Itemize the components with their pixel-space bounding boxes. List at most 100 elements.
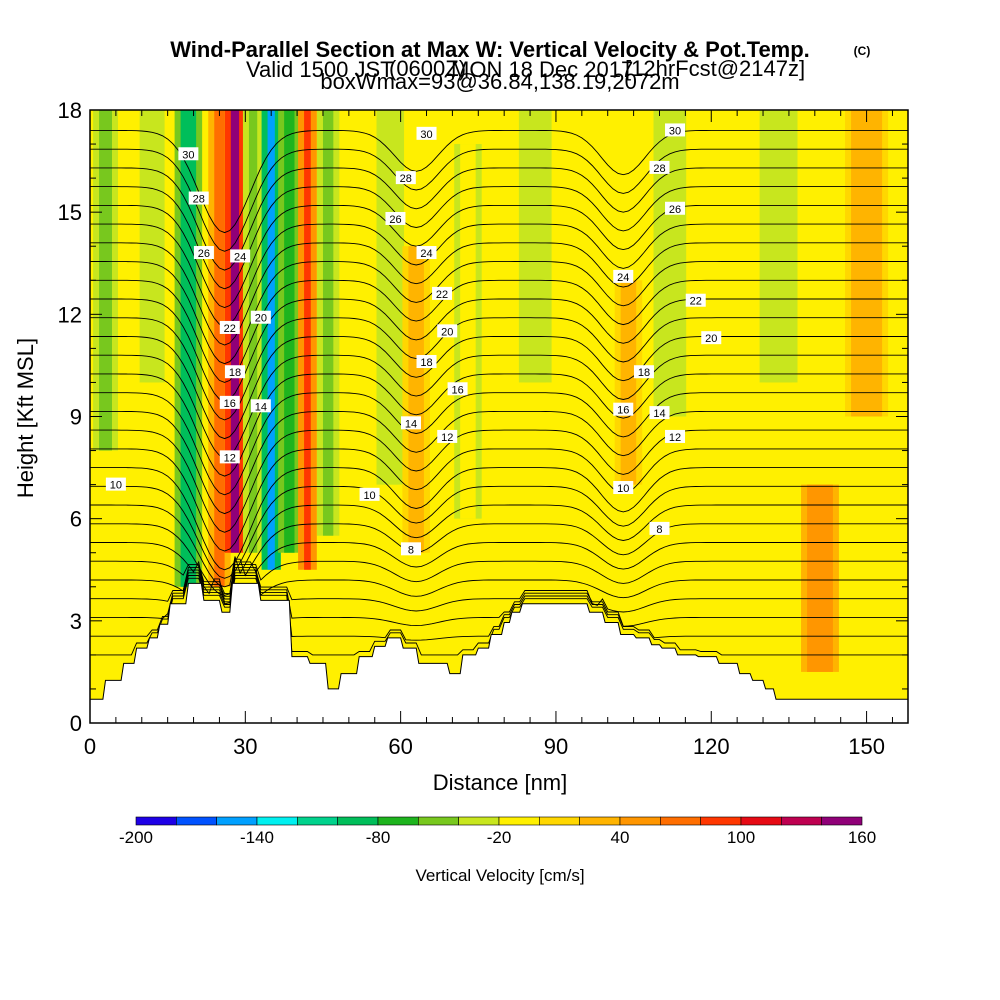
theta-contour-line	[90, 373, 908, 477]
contour-label-bg	[385, 211, 406, 225]
contour-labels: 10 10 10 8 8 12 12 12 14 14 14 16 16 16 18 18 18 20 20 20 22…	[105, 123, 722, 556]
x-tick-label: 90	[544, 734, 568, 759]
contour-label-bg	[701, 331, 722, 345]
contour-label-text: 16	[617, 405, 629, 417]
theta-contour-line	[90, 317, 908, 421]
contour-label-text: 22	[436, 289, 448, 301]
theta-contour-line	[90, 410, 908, 515]
contour-label: 24	[230, 249, 251, 263]
velocity-band	[180, 110, 197, 587]
contour-label: 26	[193, 246, 214, 260]
contour-label: 26	[385, 211, 406, 226]
theta-contour-line	[90, 566, 908, 599]
velocity-band	[659, 110, 681, 417]
subtitle-forecast: [12hrFcst@2147z]	[625, 56, 805, 81]
contour-label-bg	[230, 249, 251, 263]
contour-label-text: 20	[441, 326, 453, 338]
contour-label-bg	[250, 310, 271, 324]
theta-contour-line	[90, 504, 908, 588]
vertical-velocity-field	[93, 110, 889, 672]
contour-label-bg	[437, 324, 458, 338]
contour-label-text: 28	[400, 173, 412, 185]
contour-label: 18	[416, 355, 437, 369]
contour-label-bg	[432, 286, 453, 300]
contour-label: 28	[188, 191, 209, 206]
colorbar-tick-label: 100	[727, 828, 755, 847]
contour-label-bg	[613, 402, 634, 416]
chart-subtitle: Valid 1500 JST (0600Z) MON 18 Dec 2017 […	[246, 56, 805, 82]
x-axis-label: Distance [nm]	[433, 770, 568, 795]
y-axis-label: Height [Kft MSL]	[13, 338, 38, 498]
contour-label-text: 18	[420, 357, 432, 369]
contour-label-bg	[665, 429, 686, 443]
contour-label-bg	[400, 542, 421, 556]
x-tick-label: 150	[848, 734, 885, 759]
contour-label-bg	[219, 450, 240, 464]
colorbar-swatch	[458, 816, 500, 826]
contour-label: 14	[400, 416, 421, 430]
contour-label-bg	[416, 126, 437, 140]
theta-contour-line	[90, 560, 908, 595]
contour-label-bg	[613, 481, 634, 495]
contour-label: 18	[224, 365, 245, 379]
contour-label: 24	[613, 269, 634, 284]
contour-label-text: 26	[389, 214, 401, 226]
copyright-mark: (C)	[854, 44, 871, 58]
contour-label-bg	[395, 171, 416, 185]
contour-label: 20	[250, 310, 271, 325]
colorbar-swatch	[216, 816, 258, 826]
x-tick-label: 0	[84, 734, 96, 759]
contour-label-text: 10	[363, 490, 375, 502]
velocity-band	[807, 484, 833, 672]
velocity-band	[248, 110, 258, 553]
contour-label: 12	[219, 450, 240, 464]
x-axis: 0 30 60 90 120 150	[84, 110, 893, 759]
contour-label-text: 30	[420, 129, 432, 141]
contour-label-text: 14	[653, 408, 665, 420]
subtitle-box: boxWmax=93@36.84,138.19,2072m	[320, 69, 679, 94]
contour-label-text: 26	[669, 204, 681, 216]
contour-label-text: 26	[198, 248, 210, 260]
contour-label-bg	[105, 477, 126, 491]
contour-label: 30	[665, 123, 686, 137]
y-tick-label: 3	[70, 609, 82, 634]
contour-label-bg	[633, 365, 654, 379]
contour-label-text: 16	[224, 398, 236, 410]
contour-label: 22	[432, 286, 453, 301]
contour-label-bg	[665, 123, 686, 137]
y-tick-label: 6	[70, 507, 82, 532]
colorbar-tick-label: -200	[119, 828, 153, 847]
contour-label-text: 18	[229, 367, 241, 379]
contour-label: 22	[219, 320, 240, 335]
colorbar-swatch	[700, 816, 742, 826]
contour-label-text: 14	[405, 418, 417, 430]
velocity-band	[322, 110, 334, 536]
theta-contour-line	[90, 167, 908, 271]
contour-label: 10	[359, 487, 380, 502]
x-tick-label: 30	[233, 734, 257, 759]
contour-label-text: 14	[255, 401, 267, 413]
theta-contour-line	[90, 448, 908, 552]
colorbar-swatch	[579, 816, 621, 826]
colorbar-swatch	[256, 816, 298, 826]
colorbar-tick-label: -80	[366, 828, 391, 847]
contour-label-bg	[400, 416, 421, 430]
theta-contour-line	[90, 204, 908, 308]
colorbar-swatch	[337, 816, 379, 826]
contour-label-text: 24	[617, 272, 629, 284]
x-tick-label: 120	[693, 734, 730, 759]
theta-contour-line	[90, 467, 908, 571]
velocity-band	[408, 246, 424, 553]
plot-area: 10 10 10 8 8 12 12 12 14 14 14 16 16 16 18 18 18 20 20 20 22…	[90, 110, 908, 723]
velocity-band	[460, 144, 476, 519]
velocity-band	[284, 110, 295, 553]
contour-label: 28	[649, 160, 670, 175]
contour-label: 20	[701, 331, 722, 345]
colorbar-swatch	[781, 816, 822, 826]
contour-label: 16	[613, 402, 634, 417]
colorbar-tick-label: -20	[487, 828, 512, 847]
contour-label-text: 28	[193, 194, 205, 206]
contour-label: 30	[416, 126, 437, 141]
contour-label-text: 8	[408, 544, 414, 556]
